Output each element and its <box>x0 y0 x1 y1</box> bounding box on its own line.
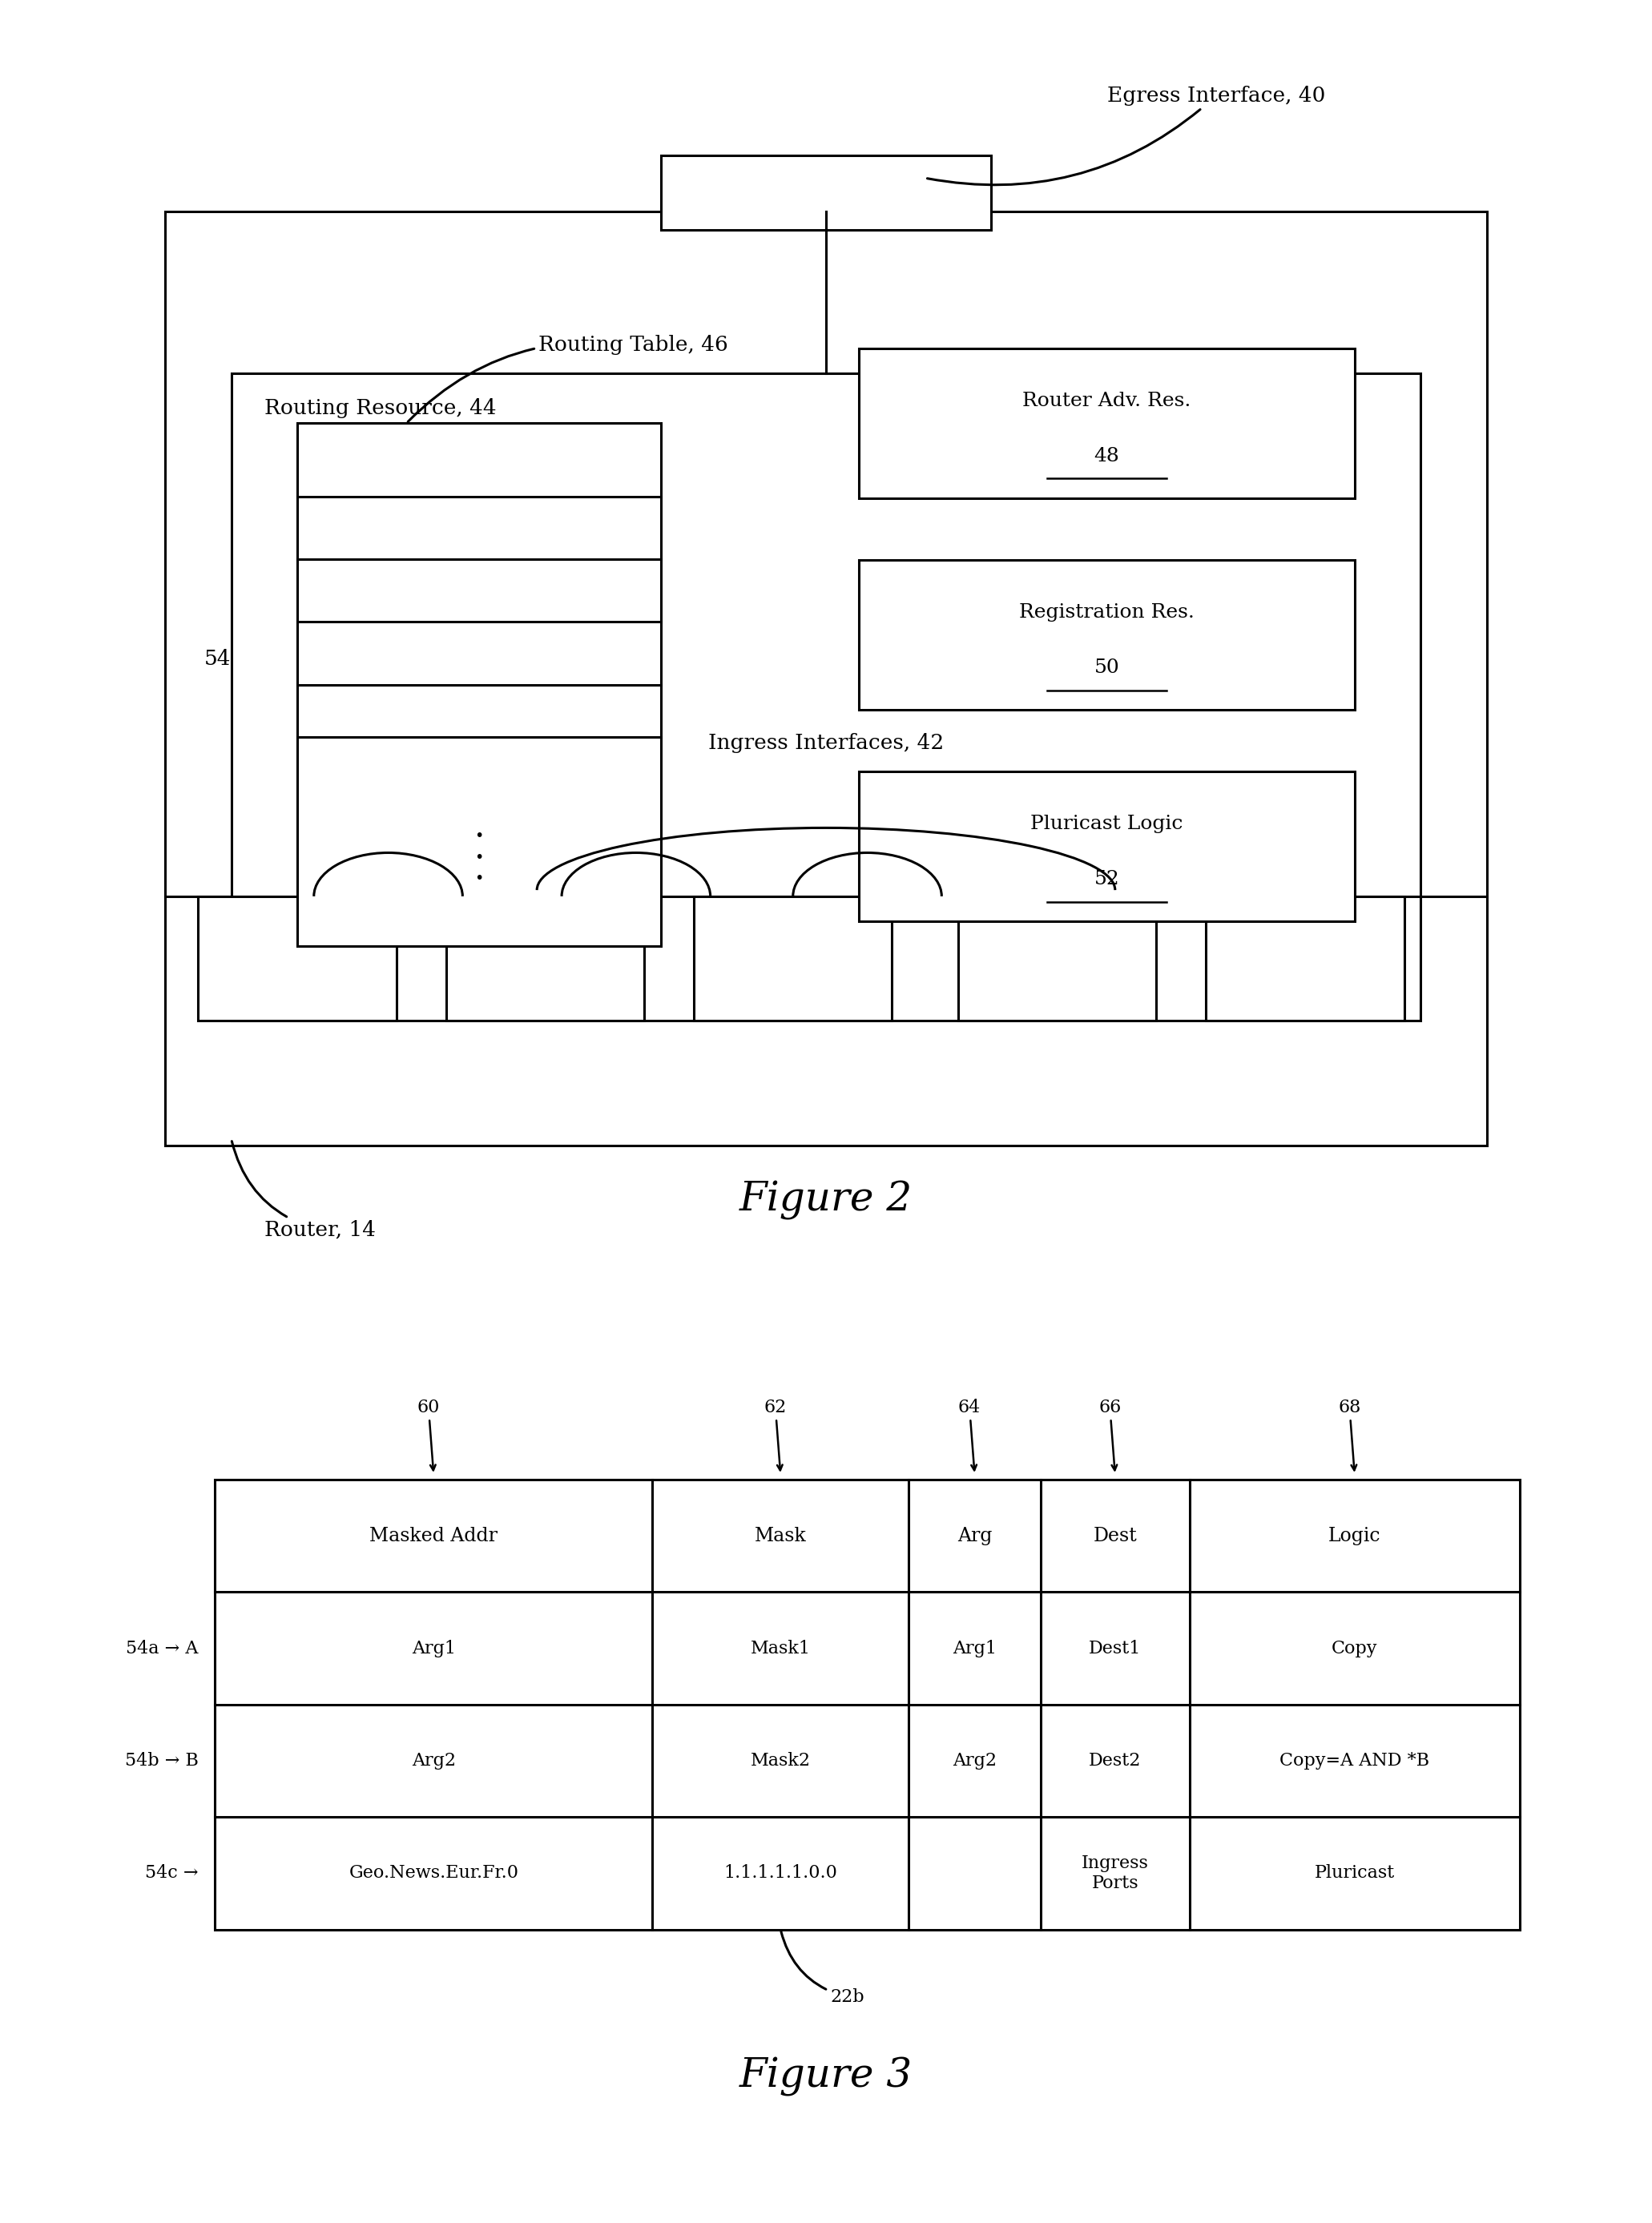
Text: 1.1.1.1.1.0.0: 1.1.1.1.1.0.0 <box>724 1865 838 1883</box>
Text: Egress Interface, 40: Egress Interface, 40 <box>927 87 1325 185</box>
Text: Ingress Interfaces, 42: Ingress Interfaces, 42 <box>709 734 943 754</box>
Bar <box>446 896 644 1020</box>
Text: 54b → B: 54b → B <box>124 1752 198 1770</box>
Bar <box>661 156 991 231</box>
Text: Arg1: Arg1 <box>953 1641 996 1656</box>
Text: Masked Addr: Masked Addr <box>370 1527 497 1545</box>
Bar <box>859 560 1355 709</box>
Bar <box>958 896 1156 1020</box>
Text: 66: 66 <box>1099 1398 1122 1469</box>
Text: Figure 3: Figure 3 <box>740 2056 912 2096</box>
Text: 68: 68 <box>1338 1398 1361 1469</box>
Text: •
•
•: • • • <box>474 829 484 887</box>
Text: Arg2: Arg2 <box>411 1752 456 1770</box>
Text: Router Adv. Res.: Router Adv. Res. <box>1023 391 1191 409</box>
Text: Arg1: Arg1 <box>411 1641 456 1656</box>
Text: Routing Table, 46: Routing Table, 46 <box>408 336 729 422</box>
Text: Mask2: Mask2 <box>750 1752 811 1770</box>
Bar <box>198 896 396 1020</box>
Text: 22b: 22b <box>781 1932 864 2005</box>
Text: Logic: Logic <box>1328 1527 1381 1545</box>
Text: Copy: Copy <box>1332 1641 1378 1656</box>
Text: 62: 62 <box>763 1398 786 1469</box>
Text: Arg2: Arg2 <box>953 1752 996 1770</box>
Text: Mask: Mask <box>755 1527 806 1545</box>
Bar <box>231 373 1421 1020</box>
Text: Ingress
Ports: Ingress Ports <box>1082 1854 1148 1892</box>
Text: 48: 48 <box>1094 447 1120 465</box>
Text: 64: 64 <box>958 1398 981 1469</box>
Text: Registration Res.: Registration Res. <box>1019 602 1194 622</box>
Text: Copy=A AND *B: Copy=A AND *B <box>1280 1752 1429 1770</box>
Bar <box>215 1481 1520 1930</box>
Bar <box>859 771 1355 920</box>
Text: 50: 50 <box>1094 658 1120 678</box>
Text: Geo.News.Eur.Fr.0: Geo.News.Eur.Fr.0 <box>349 1865 519 1883</box>
Bar <box>297 422 661 947</box>
Bar <box>165 211 1487 1145</box>
Bar <box>859 349 1355 498</box>
Text: Pluricast: Pluricast <box>1315 1865 1394 1883</box>
Text: 52: 52 <box>1094 869 1120 889</box>
Text: 54a → A: 54a → A <box>126 1641 198 1656</box>
Text: Mask1: Mask1 <box>750 1641 811 1656</box>
Bar <box>1206 896 1404 1020</box>
Text: Dest1: Dest1 <box>1089 1641 1142 1656</box>
Text: Router, 14: Router, 14 <box>231 1140 375 1240</box>
Text: Dest2: Dest2 <box>1089 1752 1142 1770</box>
Text: Dest: Dest <box>1094 1527 1137 1545</box>
Text: Routing Resource, 44: Routing Resource, 44 <box>264 398 496 418</box>
Text: 54: 54 <box>205 649 231 669</box>
Text: Arg: Arg <box>957 1527 993 1545</box>
Bar <box>694 896 892 1020</box>
Text: Pluricast Logic: Pluricast Logic <box>1031 816 1183 834</box>
Text: Figure 2: Figure 2 <box>740 1180 912 1220</box>
Text: 54c →: 54c → <box>145 1865 198 1883</box>
Text: 60: 60 <box>416 1398 439 1469</box>
